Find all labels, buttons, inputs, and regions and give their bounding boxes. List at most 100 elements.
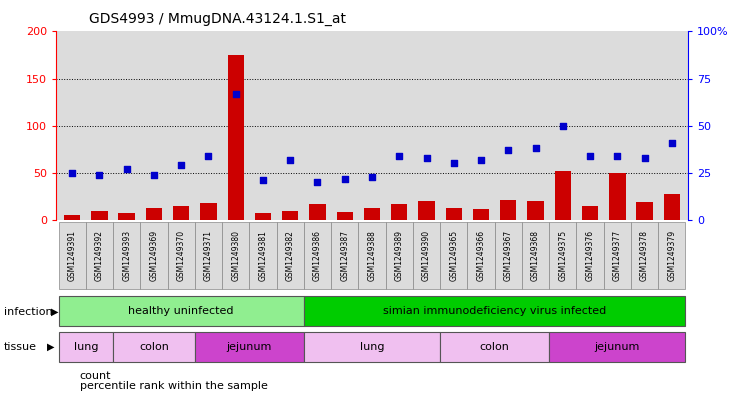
Text: percentile rank within the sample: percentile rank within the sample xyxy=(80,380,268,391)
Text: GSM1249387: GSM1249387 xyxy=(340,230,349,281)
Bar xyxy=(249,222,277,289)
Point xyxy=(257,177,269,184)
Bar xyxy=(92,211,108,220)
Text: GSM1249386: GSM1249386 xyxy=(313,230,322,281)
Bar xyxy=(385,222,413,289)
Point xyxy=(366,174,378,180)
Text: GSM1249371: GSM1249371 xyxy=(204,230,213,281)
Point xyxy=(420,155,432,161)
Bar xyxy=(304,222,331,289)
Text: tissue: tissue xyxy=(4,342,36,352)
Text: ▶: ▶ xyxy=(47,342,54,352)
Text: GSM1249388: GSM1249388 xyxy=(368,230,376,281)
Bar xyxy=(254,213,271,220)
Text: GSM1249376: GSM1249376 xyxy=(586,230,594,281)
Text: lung: lung xyxy=(360,342,384,352)
Bar xyxy=(173,206,190,220)
Bar xyxy=(440,222,467,289)
Point xyxy=(284,156,296,163)
Bar xyxy=(631,222,658,289)
Bar xyxy=(331,222,359,289)
Point xyxy=(584,153,596,159)
Point xyxy=(448,160,460,167)
Point xyxy=(502,147,514,153)
Bar xyxy=(86,222,113,289)
Bar xyxy=(64,215,80,220)
Text: GSM1249382: GSM1249382 xyxy=(286,230,295,281)
Bar xyxy=(200,203,217,220)
Bar xyxy=(304,296,685,327)
Point xyxy=(202,153,214,159)
Bar xyxy=(59,222,86,289)
Text: GSM1249390: GSM1249390 xyxy=(422,230,431,281)
Point xyxy=(475,156,487,163)
Bar xyxy=(609,173,626,220)
Bar xyxy=(195,222,222,289)
Bar xyxy=(364,208,380,220)
Bar xyxy=(413,222,440,289)
Bar xyxy=(113,332,195,362)
Text: GSM1249393: GSM1249393 xyxy=(122,230,131,281)
Text: GSM1249379: GSM1249379 xyxy=(667,230,676,281)
Bar xyxy=(495,222,522,289)
Bar xyxy=(527,201,544,220)
Bar xyxy=(577,222,603,289)
Bar xyxy=(582,206,598,220)
Point xyxy=(148,172,160,178)
Bar xyxy=(473,209,490,220)
Bar xyxy=(310,204,326,220)
Point xyxy=(530,145,542,152)
Bar xyxy=(277,222,304,289)
Text: GSM1249380: GSM1249380 xyxy=(231,230,240,281)
Bar xyxy=(554,171,571,220)
Bar xyxy=(167,222,195,289)
Text: GSM1249391: GSM1249391 xyxy=(68,230,77,281)
Point xyxy=(230,90,242,97)
Text: GSM1249381: GSM1249381 xyxy=(258,230,267,281)
Bar xyxy=(467,222,495,289)
Bar xyxy=(446,208,462,220)
Text: GSM1249377: GSM1249377 xyxy=(613,230,622,281)
Text: colon: colon xyxy=(480,342,510,352)
Text: GSM1249389: GSM1249389 xyxy=(395,230,404,281)
Bar xyxy=(636,202,652,220)
Text: simian immunodeficiency virus infected: simian immunodeficiency virus infected xyxy=(383,307,606,316)
Point xyxy=(612,153,623,159)
Bar xyxy=(549,222,577,289)
Text: GSM1249367: GSM1249367 xyxy=(504,230,513,281)
Bar xyxy=(59,332,113,362)
Bar xyxy=(418,201,434,220)
Bar xyxy=(118,213,135,220)
Point xyxy=(94,172,106,178)
Bar xyxy=(146,208,162,220)
Text: GSM1249369: GSM1249369 xyxy=(150,230,158,281)
Text: lung: lung xyxy=(74,342,98,352)
Bar xyxy=(304,332,440,362)
Point xyxy=(394,153,405,159)
Bar xyxy=(603,222,631,289)
Text: ▶: ▶ xyxy=(51,307,58,317)
Bar xyxy=(336,211,353,220)
Text: GSM1249392: GSM1249392 xyxy=(95,230,104,281)
Bar xyxy=(228,55,244,220)
Bar xyxy=(391,204,408,220)
Point xyxy=(66,170,78,176)
Point xyxy=(339,175,350,182)
Text: GSM1249375: GSM1249375 xyxy=(558,230,568,281)
Bar xyxy=(549,332,685,362)
Point xyxy=(638,155,650,161)
Point xyxy=(312,179,324,185)
Bar xyxy=(195,332,304,362)
Bar xyxy=(222,222,249,289)
Text: jejunum: jejunum xyxy=(227,342,272,352)
Bar xyxy=(500,200,516,220)
Text: healthy uninfected: healthy uninfected xyxy=(129,307,234,316)
Bar xyxy=(59,296,304,327)
Point xyxy=(666,140,678,146)
Bar xyxy=(440,332,549,362)
Text: count: count xyxy=(80,371,111,381)
Bar xyxy=(282,211,298,220)
Text: GSM1249370: GSM1249370 xyxy=(176,230,186,281)
Text: GSM1249366: GSM1249366 xyxy=(477,230,486,281)
Text: infection: infection xyxy=(4,307,52,317)
